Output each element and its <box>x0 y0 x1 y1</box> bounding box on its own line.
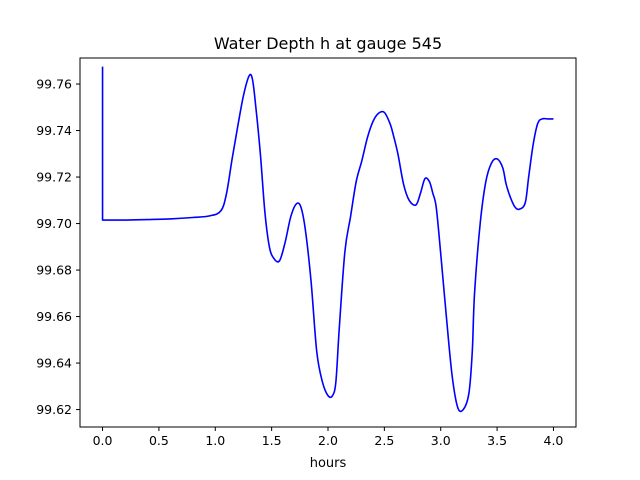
x-tick-label: 1.5 <box>262 433 282 448</box>
x-tick-label: 1.0 <box>205 433 225 448</box>
x-tick-label: 2.0 <box>318 433 338 448</box>
y-tick-label: 99.72 <box>36 170 72 185</box>
y-tick-label: 99.76 <box>36 77 72 92</box>
y-tick-label: 99.68 <box>36 263 72 278</box>
x-axis: 0.0 0.5 1.0 1.5 2.0 2.5 3.0 3.5 4.0 <box>93 427 564 448</box>
x-tick-label: 4.0 <box>544 433 564 448</box>
y-tick-label: 99.70 <box>36 216 72 231</box>
y-tick-label: 99.74 <box>36 123 72 138</box>
series-line <box>101 66 554 413</box>
x-tick-label: 3.0 <box>431 433 451 448</box>
y-tick-label: 99.64 <box>36 356 72 371</box>
y-tick-label: 99.66 <box>36 309 72 324</box>
x-tick-label: 2.5 <box>374 433 394 448</box>
x-tick-label: 3.5 <box>487 433 507 448</box>
x-tick-label: 0.0 <box>93 433 113 448</box>
x-tick-label: 0.5 <box>149 433 169 448</box>
y-tick-label: 99.62 <box>36 402 72 417</box>
chart-title: Water Depth h at gauge 545 <box>214 34 442 53</box>
y-axis: 99.62 99.64 99.66 99.68 99.70 99.72 99.74 99.76 <box>36 77 80 417</box>
x-axis-label: hours <box>310 456 347 471</box>
